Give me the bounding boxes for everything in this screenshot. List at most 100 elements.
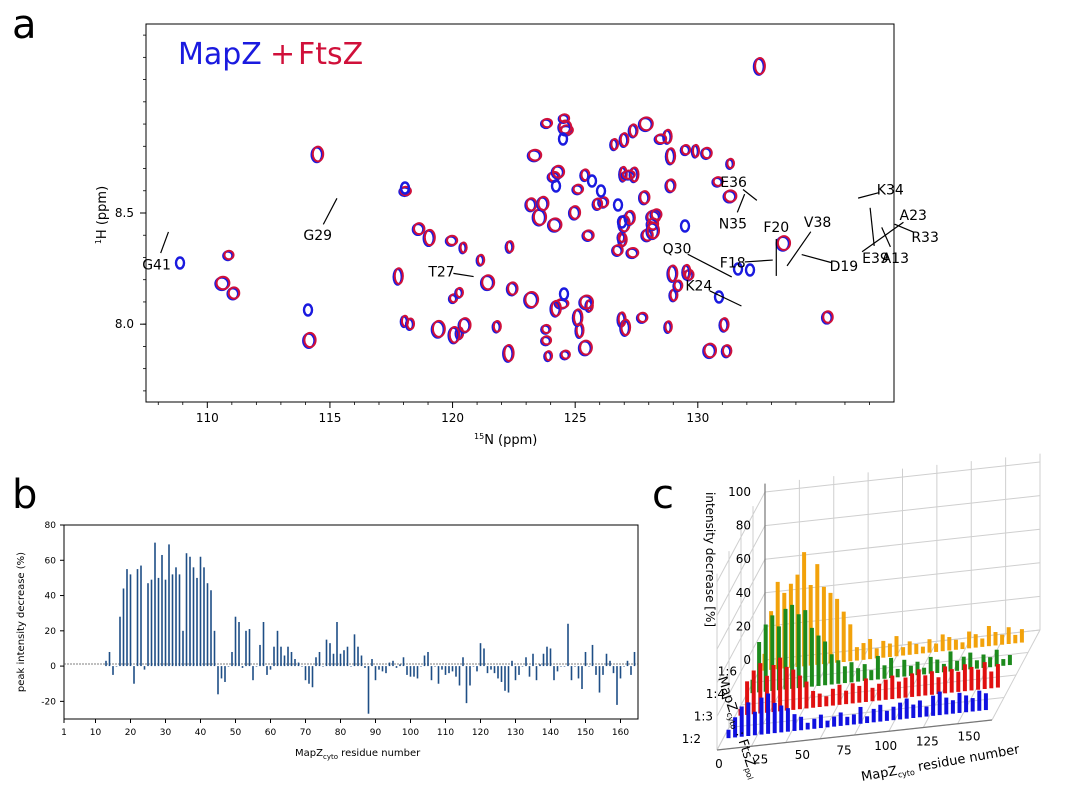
ftsz-peak — [722, 344, 733, 358]
residue-bar — [269, 666, 272, 670]
ftsz-peak — [548, 217, 563, 232]
3d-x-tick-label: 125 — [916, 734, 939, 748]
ftsz-peak — [666, 147, 677, 165]
ftsz-peak — [431, 319, 446, 338]
residue-bar — [171, 574, 174, 667]
residue-bar — [577, 666, 580, 679]
residue-bar — [325, 639, 328, 667]
mapz-only-peak — [550, 179, 562, 193]
residue-bar — [224, 666, 226, 682]
ftsz-peak — [492, 320, 502, 333]
ftsz-peak — [712, 176, 724, 187]
residue-bar — [521, 666, 524, 667]
assignment-label: E39 — [862, 251, 889, 267]
ftsz-peak — [481, 274, 496, 291]
residue-bar — [311, 666, 314, 688]
residue-bar — [357, 646, 359, 667]
nmr-spectrum-panel: G41 G29 T27 K24 Q30 F20 V38 F18 D19 A23 E36 K34 R33A… — [94, 23, 939, 448]
panel-label-c: c — [652, 472, 674, 518]
assignment-leader-line — [453, 272, 474, 278]
residue-bar — [560, 666, 562, 667]
residue-bar — [255, 666, 258, 667]
assignment-label: T27 — [427, 264, 454, 280]
mapz-only-peak — [679, 219, 691, 233]
3d-y-tick-label: 1:2 — [682, 732, 701, 746]
ftsz-peak — [692, 143, 701, 158]
residue-bar — [392, 660, 394, 667]
bar-x-tick-label: 150 — [577, 728, 594, 738]
mapz-only-peak — [616, 215, 628, 229]
assignment-leader-line — [881, 227, 891, 248]
residue-bar — [483, 648, 485, 667]
3d-x-axis-pre: MapZ — [860, 764, 898, 785]
residue-bar — [563, 666, 566, 667]
residue-bar — [574, 666, 576, 667]
assignment-leader-line — [861, 221, 904, 253]
residue-bar — [493, 666, 496, 674]
assignment-label: G29 — [303, 228, 332, 244]
residue-bar — [168, 544, 170, 667]
residue-bar — [374, 666, 377, 681]
bar-x-axis-post: residue number — [338, 748, 421, 759]
residue-bar — [304, 666, 307, 681]
ftsz-peak — [572, 183, 585, 195]
legend-mapz: MapZ — [178, 37, 262, 72]
residue-bar — [514, 666, 517, 681]
ftsz-peak — [673, 279, 684, 292]
ftsz-peak — [215, 275, 231, 291]
3d-y-tick-label: 1:6 — [718, 664, 737, 678]
residue-bar — [451, 666, 454, 672]
nmr-assignments: G41 G29 T27 K24 Q30 F20 V38 F18 D19 A23 E36 K34 R33A… — [142, 175, 939, 307]
residue-bar — [406, 666, 408, 675]
residue-bar — [378, 666, 380, 670]
residue-bar — [462, 657, 464, 667]
residue-bar — [122, 588, 125, 667]
residue-bar — [469, 666, 471, 686]
bar-x-tick-label: 90 — [370, 728, 382, 738]
residue-bar — [217, 666, 219, 695]
residue-bar — [287, 646, 289, 667]
residue-bar — [175, 567, 177, 667]
residue-bar — [525, 657, 527, 667]
residue-bar — [154, 542, 156, 667]
residue-bar — [238, 622, 240, 667]
ftsz-peak — [551, 164, 566, 179]
ftsz-peak — [579, 339, 593, 356]
ftsz-peak — [569, 205, 582, 220]
ftsz-peak — [626, 246, 640, 259]
bar-y-tick-label: 60 — [45, 556, 57, 566]
x-axis-line — [716, 719, 993, 751]
ftsz-peak — [667, 264, 679, 283]
residue-bar — [339, 653, 342, 667]
3d-z-tick-label: 60 — [736, 552, 751, 566]
legend-ftsz: FtsZ — [298, 37, 363, 72]
assignment-label: N35 — [719, 217, 747, 233]
residue-bar — [598, 666, 601, 693]
ftsz-peak — [580, 168, 591, 182]
residue-bar — [570, 666, 573, 681]
residue-bar — [542, 653, 545, 667]
residue-bar — [231, 651, 233, 667]
bar-x-tick-label: 110 — [437, 728, 454, 738]
residue-bar — [500, 666, 503, 682]
grid-line-side — [716, 525, 766, 616]
nmr-axis-ticks: 130 125 120 115 110 8.0 8.5 — [115, 34, 870, 425]
bar-x-tick-label: 80 — [335, 728, 347, 738]
assignment-leader-line — [801, 254, 833, 264]
residue-bar — [385, 666, 387, 674]
ftsz-peak — [507, 281, 519, 296]
mapz-only-peak — [586, 174, 598, 188]
residue-bar — [252, 666, 254, 681]
residue-bar — [539, 664, 541, 667]
residue-bar — [486, 666, 489, 674]
residue-bar — [360, 655, 363, 667]
residue-bar — [476, 666, 478, 672]
residue-bar — [413, 666, 415, 677]
3d-y-axis-sub2: pol — [742, 767, 754, 781]
assignment-label: F18 — [720, 256, 746, 272]
assignment-leader-line — [857, 192, 879, 199]
nmr-x-tick-label: 130 — [686, 411, 709, 425]
residue-bar — [479, 643, 482, 667]
ftsz-peak — [423, 228, 436, 247]
